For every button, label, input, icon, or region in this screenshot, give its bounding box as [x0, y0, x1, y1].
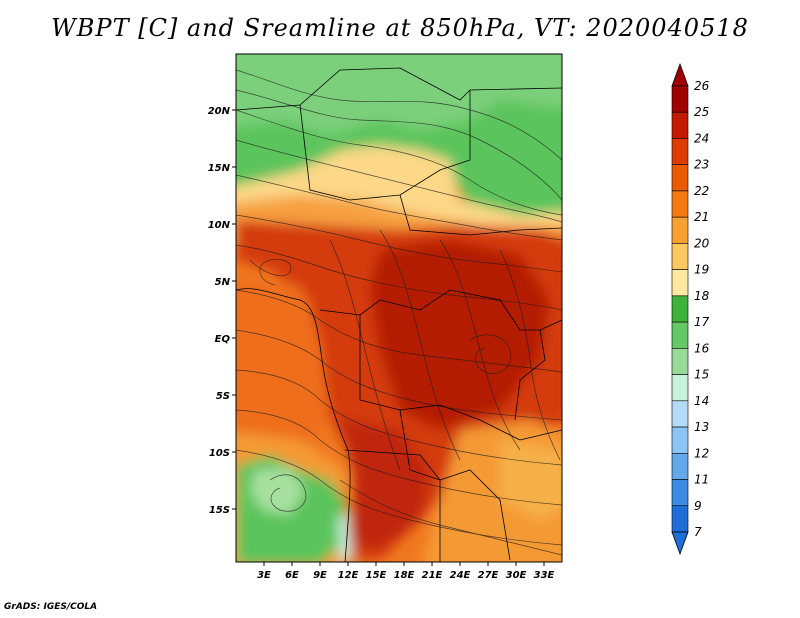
- lat-label: 10S: [209, 448, 230, 459]
- colorbar-segment: [671, 243, 689, 270]
- colorbar-segment: [671, 190, 689, 218]
- colorbar-label: 22: [694, 184, 709, 198]
- streamlines: [236, 69, 562, 556]
- colorbar-label: 15: [694, 368, 709, 382]
- map-title: WBPT [C] and Sreamline at 850hPa, VT: 20…: [51, 14, 749, 42]
- colorbar-segment: [671, 111, 689, 139]
- lat-label: 5S: [216, 391, 230, 402]
- colorbar-label: 13: [694, 420, 709, 434]
- colorbar-top-arrow: [671, 62, 689, 87]
- lon-label: 27E: [478, 570, 499, 581]
- colorbar-segment: [671, 348, 689, 375]
- colorbar-label: 12: [694, 446, 709, 460]
- colorbar-segment: [671, 269, 689, 297]
- colorbar-segment: [671, 321, 689, 349]
- colorbar-label: 19: [694, 263, 709, 277]
- colorbar-bottom-arrow: [671, 531, 689, 556]
- colorbar-segment: [671, 400, 689, 428]
- lon-label: 9E: [313, 570, 327, 581]
- colorbar-label: 11: [694, 473, 709, 487]
- colorbar-label: 20: [694, 236, 710, 250]
- colorbar-segment: [671, 426, 689, 454]
- colorbar-label: 23: [694, 158, 709, 172]
- lat-label: EQ: [215, 334, 231, 345]
- colorbar-label: 25: [694, 105, 709, 119]
- plot-frame: [235, 53, 563, 563]
- lat-label: 10N: [208, 220, 231, 231]
- colorbar: 26 25 24 23 22 21 20 19 18 17 16 15 14 13 12 11 9 7: [671, 62, 710, 556]
- colorbar-segment: [671, 216, 689, 244]
- colorbar-label: 17: [694, 315, 710, 329]
- colorbar-label: 7: [694, 525, 702, 539]
- lon-label: 6E: [285, 570, 299, 581]
- lat-axis: 20N 15N 10N 5N EQ 5S 10S 15S: [208, 106, 236, 516]
- lon-axis: 3E 6E 9E 12E 15E 18E 21E 24E 27E 30E 33E: [257, 562, 555, 581]
- lat-label: 15N: [208, 163, 231, 174]
- lon-label: 24E: [450, 570, 471, 581]
- colorbar-label: 26: [694, 79, 710, 93]
- lon-label: 18E: [394, 570, 415, 581]
- lat-label: 5N: [215, 277, 231, 288]
- colorbar-segment: [671, 85, 689, 113]
- lon-label: 3E: [257, 570, 271, 581]
- wbpt-field: [236, 54, 562, 562]
- lat-label: 15S: [209, 505, 230, 516]
- boundaries: [236, 67, 562, 562]
- colorbar-label: 14: [694, 394, 709, 408]
- colorbar-label: 18: [694, 289, 710, 303]
- colorbar-label: 16: [694, 341, 710, 355]
- colorbar-label: 21: [694, 210, 709, 224]
- colorbar-segment: [671, 164, 689, 192]
- lon-label: 12E: [338, 570, 359, 581]
- lon-label: 15E: [366, 570, 387, 581]
- lon-label: 30E: [506, 570, 527, 581]
- credit-text: GrADS: IGES/COLA: [4, 602, 98, 612]
- colorbar-segment: [671, 295, 689, 323]
- colorbar-label: 24: [694, 131, 709, 145]
- colorbar-segment: [671, 374, 689, 402]
- colorbar-segment: [671, 452, 689, 480]
- colorbar-label: 9: [694, 499, 702, 513]
- lon-label: 33E: [534, 570, 555, 581]
- colorbar-segment: [671, 505, 689, 533]
- colorbar-segment: [671, 138, 689, 166]
- lat-label: 20N: [208, 106, 231, 117]
- lon-label: 21E: [422, 570, 443, 581]
- colorbar-segment: [671, 479, 689, 507]
